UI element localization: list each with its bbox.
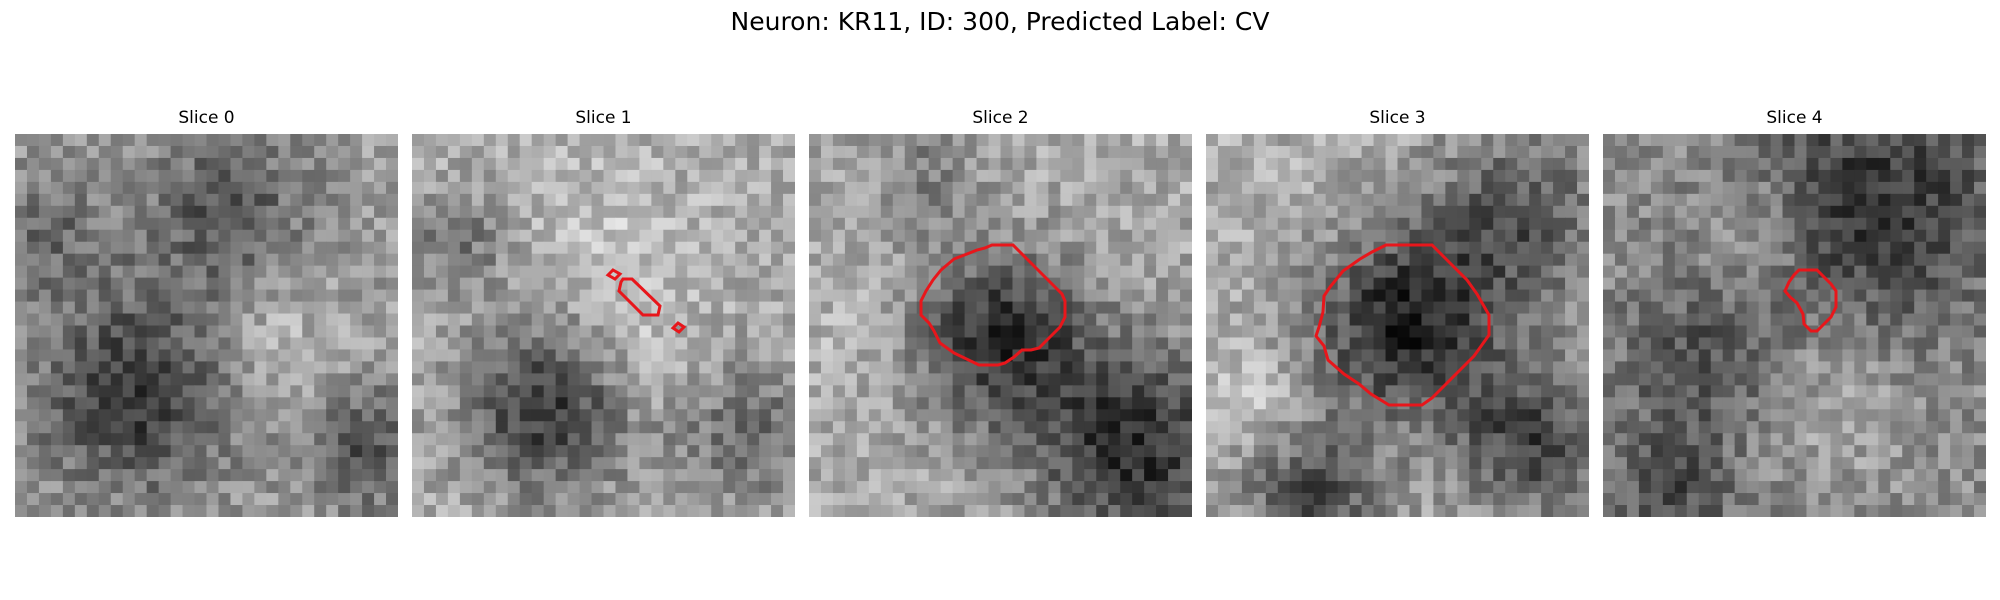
slice-image [1603, 134, 1986, 517]
figure-title: Neuron: KR11, ID: 300, Predicted Label: … [730, 7, 1270, 36]
roi-contour [1314, 243, 1491, 407]
slice-title: Slice 1 [575, 108, 632, 128]
roi-contour [670, 321, 687, 334]
slice-title: Slice 2 [972, 108, 1029, 128]
slice-title: Slice 3 [1369, 108, 1426, 128]
slice-panel-3: Slice 3 [1206, 106, 1589, 518]
slice-image [1206, 134, 1589, 517]
slice-image [412, 134, 795, 517]
roi-contour [617, 277, 662, 317]
slice-image [809, 134, 1192, 517]
slice-panel-0: Slice 0 [15, 106, 398, 518]
slice-image [15, 134, 398, 517]
slice-panel-2: Slice 2 [809, 106, 1192, 518]
slice-panel-1: Slice 1 [412, 106, 795, 518]
roi-contour [1783, 268, 1838, 333]
roi-contour [605, 268, 623, 281]
slice-panel-4: Slice 4 [1603, 106, 1986, 518]
slice-title: Slice 0 [178, 108, 235, 128]
slice-title: Slice 4 [1766, 108, 1823, 128]
roi-contour [919, 243, 1067, 367]
